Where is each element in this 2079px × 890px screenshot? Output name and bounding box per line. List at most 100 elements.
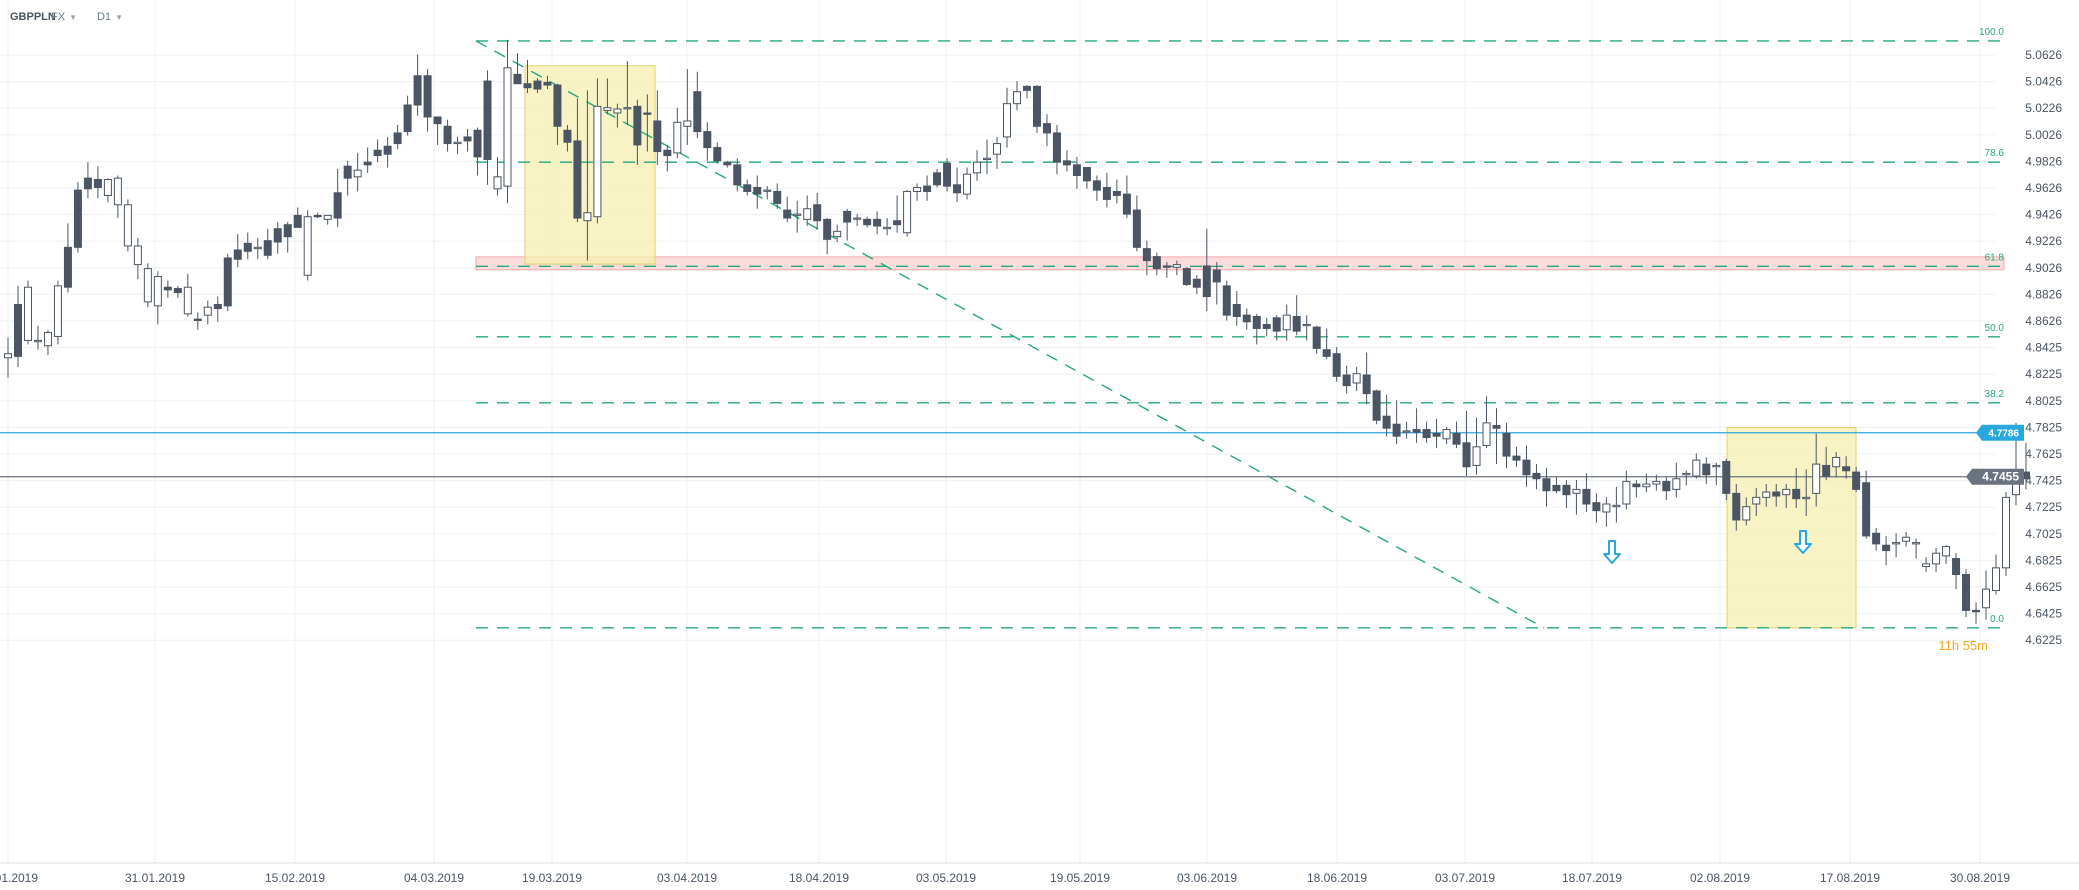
candle-bearish — [483, 80, 492, 161]
candle-bearish — [1772, 491, 1781, 497]
x-tick-label: 17.08.2019 — [1820, 871, 1880, 885]
symbol-selector[interactable]: GBPPLN — [10, 11, 56, 23]
candle-bearish — [343, 165, 352, 179]
candle-bullish — [33, 339, 42, 343]
candle-bullish — [1982, 588, 1991, 609]
candle-bullish — [1172, 264, 1181, 268]
candle-bullish — [833, 230, 842, 238]
timeframe-selector[interactable]: D1 ▼ — [97, 11, 123, 23]
candle-bearish — [1192, 278, 1201, 288]
y-tick-label: 5.0426 — [2025, 75, 2062, 89]
candle-bullish — [503, 67, 512, 187]
candle-bearish — [1562, 484, 1571, 496]
candle-bearish — [543, 81, 552, 86]
candle-bearish — [1502, 433, 1511, 457]
candle-bearish — [263, 240, 272, 256]
candle-bearish — [1432, 433, 1441, 437]
candle-bullish — [1302, 323, 1311, 327]
x-tick-label: 18.06.2019 — [1307, 871, 1367, 885]
candle-bearish — [1952, 558, 1961, 575]
candle-bearish — [1582, 488, 1591, 505]
candle-bullish — [903, 190, 912, 234]
candle-bullish — [203, 306, 212, 316]
candle-bearish — [1182, 268, 1191, 286]
resistance-price-tag: 4.7786 — [1976, 424, 2024, 441]
resistance-price-tag-text: 4.7786 — [1988, 429, 2019, 440]
candle-bearish — [293, 214, 302, 228]
candle-bullish — [253, 246, 262, 250]
fib-level-label: 78.6 — [1985, 148, 2005, 159]
candle-bearish — [273, 228, 282, 243]
candle-bearish — [93, 178, 102, 188]
y-tick-label: 5.0026 — [2025, 128, 2062, 142]
candle-bearish — [923, 185, 932, 192]
candle-bearish — [443, 125, 452, 145]
candle-bullish — [303, 216, 312, 276]
candle-bearish — [1332, 353, 1341, 377]
y-tick-label: 4.7425 — [2025, 474, 2062, 488]
candle-bullish — [1282, 314, 1291, 331]
candle-bullish — [453, 141, 462, 145]
candle-bearish — [63, 246, 72, 288]
y-tick-label: 4.9626 — [2025, 181, 2062, 195]
x-tick-label: 16.01.2019 — [0, 871, 38, 885]
candle-bearish — [193, 318, 202, 321]
candle-bullish — [1932, 552, 1941, 565]
candle-bullish — [673, 121, 682, 154]
candle-bearish — [1022, 85, 1031, 91]
last-price-tag: 4.7455 — [1966, 468, 2024, 485]
candle-bearish — [1372, 390, 1381, 421]
candle-bullish — [323, 214, 332, 220]
candle-bullish — [1912, 542, 1921, 545]
candle-bearish — [1822, 464, 1831, 477]
fib-level-label: 38.2 — [1985, 389, 2005, 400]
candle-bullish — [1482, 422, 1491, 446]
candle-bearish — [433, 116, 442, 125]
candle-bearish — [933, 172, 942, 186]
candle-bullish — [853, 217, 862, 220]
candle-bearish — [333, 192, 342, 219]
support-zone — [475, 256, 2005, 271]
last-price-tag-bg — [1966, 468, 2024, 485]
candle-bearish — [163, 286, 172, 291]
candle-bearish — [513, 73, 522, 85]
candle-bullish — [1402, 430, 1411, 433]
fib-level-label: 100.0 — [1979, 27, 2004, 38]
down-arrow-icon — [1794, 530, 1812, 554]
candle-bearish — [703, 131, 712, 149]
candle-bearish — [773, 190, 782, 204]
candle-bullish — [593, 105, 602, 218]
candle-bullish — [1652, 480, 1661, 485]
y-tick-label: 4.8025 — [2025, 394, 2062, 408]
x-tick-label: 30.08.2019 — [1950, 871, 2010, 885]
candle-bullish — [353, 169, 362, 178]
candle-bearish — [1142, 248, 1151, 262]
candle-bullish — [1602, 503, 1611, 513]
candle-bearish — [313, 214, 322, 218]
candle-bearish — [1452, 433, 1461, 445]
candle-bearish — [1842, 466, 1851, 472]
x-tick-label: 31.01.2019 — [125, 871, 185, 885]
candle-bullish — [623, 107, 632, 110]
candle-bearish — [1092, 180, 1101, 191]
candle-bullish — [1812, 463, 1821, 494]
candle-bearish — [1202, 265, 1211, 298]
candle-bearish — [653, 120, 662, 153]
candle-bearish — [1972, 609, 1981, 613]
candle-bearish — [83, 177, 92, 190]
candle-bullish — [1802, 496, 1811, 500]
candle-bearish — [1382, 415, 1391, 429]
fib-trend-line — [475, 40, 1545, 629]
candle-bullish — [1892, 542, 1901, 545]
candle-bearish — [693, 91, 702, 133]
candle-bullish — [1832, 456, 1841, 468]
y-tick-label: 4.9026 — [2025, 261, 2062, 275]
chevron-down-icon: ▼ — [69, 13, 77, 22]
x-tick-label: 18.07.2019 — [1562, 871, 1622, 885]
candle-bearish — [743, 184, 752, 192]
y-tick-label: 4.9226 — [2025, 234, 2062, 248]
market-selector[interactable]: FX ▼ — [51, 11, 77, 23]
candle-bullish — [1752, 496, 1761, 505]
candle-bearish — [223, 257, 232, 307]
